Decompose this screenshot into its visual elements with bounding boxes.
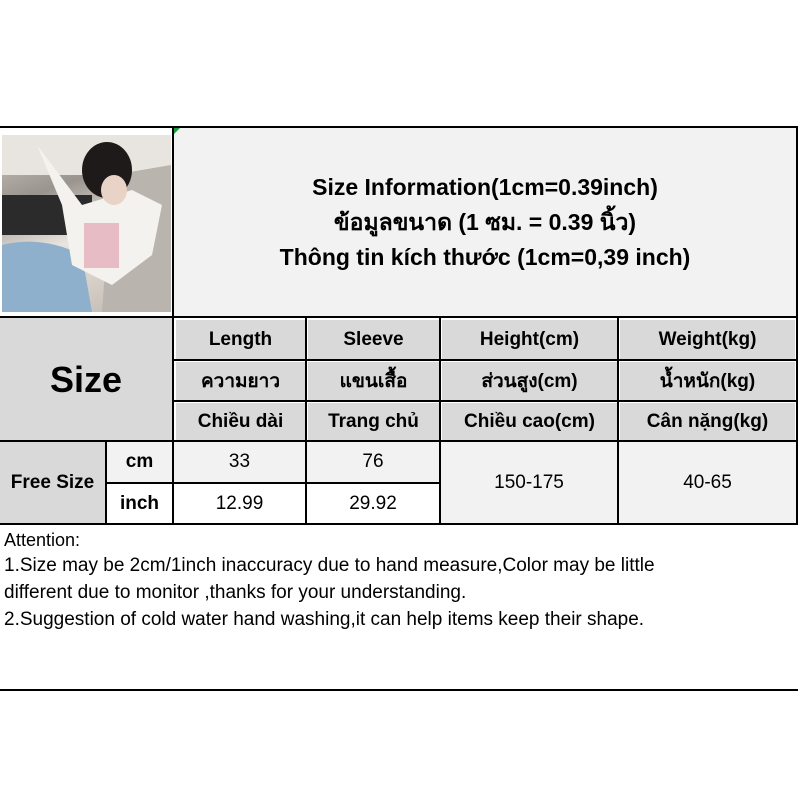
- col-weight-en: Weight(kg): [620, 320, 795, 359]
- notes-bottom-divider: [0, 689, 798, 691]
- header-title-th: ข้อมูลขนาด (1 ซม. = 0.39 นิ้ว): [333, 208, 637, 235]
- grid-line: [305, 318, 307, 523]
- col-sleeve-en: Sleeve: [308, 320, 439, 359]
- size-label: Size: [0, 318, 172, 441]
- table-top-border: [0, 126, 798, 128]
- grid-line: [105, 482, 439, 484]
- col-height-vi: Chiều cao(cm): [442, 403, 617, 440]
- notes-title: Attention:: [4, 530, 81, 550]
- sleeve-inch-value: 29.92: [307, 484, 439, 523]
- table-bottom-border: [0, 523, 798, 525]
- height-range-value: 150-175: [441, 442, 617, 523]
- sleeve-cm-value: 76: [307, 442, 439, 482]
- unit-inch-label: inch: [107, 484, 172, 523]
- grid-line: [174, 359, 796, 361]
- grid-line: [439, 318, 441, 523]
- grid-line: [0, 440, 798, 442]
- note-line-2: different due to monitor ,thanks for you…: [4, 582, 467, 603]
- col-length-th: ความยาว: [176, 362, 305, 400]
- header-title-vi: Thông tin kích thước (1cm=0,39 inch): [279, 243, 691, 270]
- model-wearing-cardigan-image: [2, 135, 171, 312]
- note-line-1: 1.Size may be 2cm/1inch inaccuracy due t…: [4, 555, 655, 576]
- row-divider: [0, 316, 798, 318]
- header-title-en: Size Information(1cm=0.39inch): [312, 173, 658, 200]
- size-info-header: Size Information(1cm=0.39inch) ข้อมูลขนา…: [174, 128, 796, 316]
- col-sleeve-vi: Trang chủ: [308, 403, 439, 440]
- grid-line: [174, 400, 796, 402]
- product-photo: [2, 135, 171, 312]
- grid-line: [617, 318, 619, 523]
- col-length-vi: Chiều dài: [176, 403, 305, 440]
- table-right-border: [796, 126, 798, 525]
- cell-corner-marker: [174, 128, 180, 134]
- weight-range-value: 40-65: [619, 442, 796, 523]
- unit-cm-label: cm: [107, 442, 172, 482]
- col-weight-vi: Cân nặng(kg): [620, 403, 795, 440]
- length-inch-value: 12.99: [174, 484, 305, 523]
- length-cm-value: 33: [174, 442, 305, 482]
- col-length-en: Length: [176, 320, 305, 359]
- note-line-3: 2.Suggestion of cold water hand washing,…: [4, 609, 645, 630]
- attention-notes: Attention: 1.Size may be 2cm/1inch inacc…: [4, 528, 794, 634]
- free-size-label: Free Size: [0, 442, 105, 523]
- col-height-th: ส่วนสูง(cm): [442, 362, 617, 400]
- column-divider: [172, 126, 174, 525]
- col-sleeve-th: แขนเสื้อ: [308, 362, 439, 400]
- col-height-en: Height(cm): [442, 320, 617, 359]
- col-weight-th: น้ำหนัก(kg): [620, 362, 795, 400]
